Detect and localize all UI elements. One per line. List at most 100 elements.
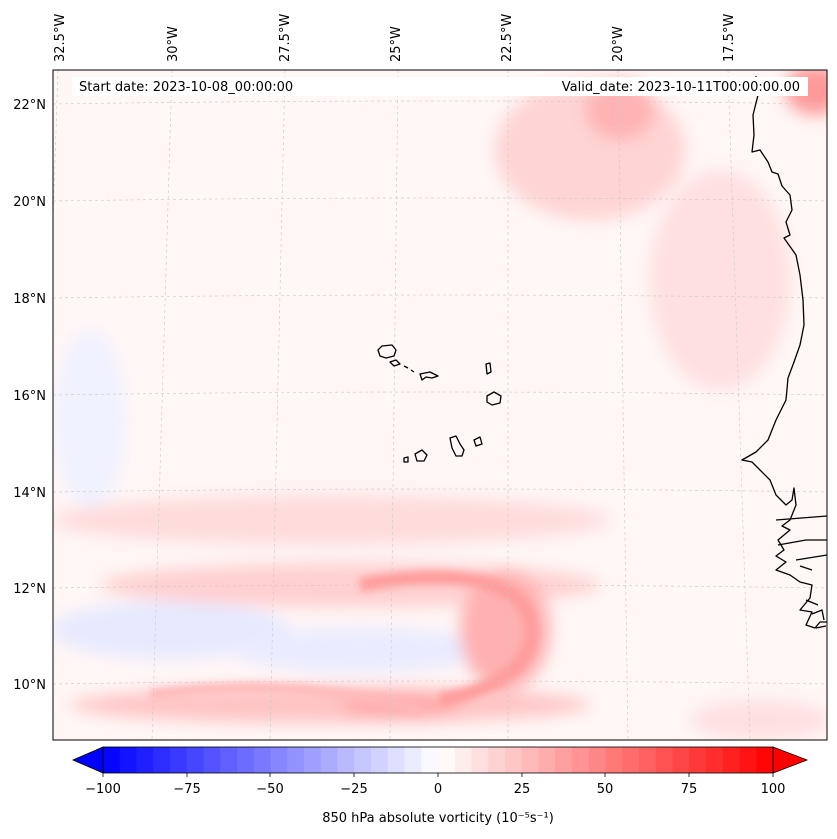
lon-label: 30°W <box>166 26 181 62</box>
island-brava <box>403 456 409 463</box>
island-sal <box>485 362 492 375</box>
west-africa-coastline <box>741 75 827 629</box>
colorbar-cell <box>672 747 690 773</box>
colorbar-cell <box>136 747 154 773</box>
lat-label: 10°N <box>13 678 46 693</box>
lon-label: 22.5°W <box>500 14 515 62</box>
positive-vorticity-hook-arc <box>358 570 539 707</box>
colorbar-cell <box>706 747 724 773</box>
island-santa-luzia <box>403 365 415 373</box>
colorbar-cell <box>186 747 205 773</box>
colorbar-cell <box>153 747 171 773</box>
colorbar-label: 850 hPa absolute vorticity (10⁻⁵s⁻¹) <box>322 811 554 826</box>
colorbar-cell <box>371 747 389 773</box>
colorbar-cell <box>237 747 255 773</box>
colorbar-extend-left <box>71 746 104 774</box>
latitude-labels: 22°N 20°N 18°N 16°N 14°N 12°N 10°N <box>13 98 46 693</box>
colorbar-cell <box>220 747 238 773</box>
colorbar-cell <box>521 747 540 773</box>
colorbar-cell <box>488 747 506 773</box>
colorbar-cell <box>320 747 339 773</box>
colorbar-cell <box>203 747 221 773</box>
colorbar-cell <box>170 747 188 773</box>
longitude-labels: 32.5°W 30°W 27.5°W 25°W 22.5°W 20°W 17.5… <box>53 14 737 62</box>
map-frame <box>52 69 828 741</box>
parallel-22n <box>53 100 827 105</box>
island-sao-vicente <box>389 359 401 367</box>
lat-label: 12°N <box>13 582 46 597</box>
colorbar-cell <box>655 747 674 773</box>
colorbar-cell <box>572 747 590 773</box>
colorbar-cell <box>119 747 138 773</box>
lat-label: 14°N <box>13 486 46 501</box>
colorbar-cells <box>103 747 774 773</box>
colorbar-tick-label: −75 <box>173 782 200 797</box>
parallel-16n <box>53 391 827 396</box>
guinea-bissau-islands <box>775 515 827 629</box>
parallel-14n <box>53 488 827 493</box>
island-santiago <box>449 435 465 457</box>
colorbar-ticks <box>102 773 774 777</box>
meridian-25w <box>389 70 399 740</box>
colorbar-cell <box>689 747 707 773</box>
colorbar-cell <box>756 747 774 773</box>
colorbar-cell <box>639 747 657 773</box>
colorbar-cell <box>270 747 288 773</box>
lon-label: 20°W <box>611 26 626 62</box>
colorbar-cell <box>605 747 623 773</box>
coastlines <box>377 75 827 629</box>
meridian-17-5w <box>727 70 751 740</box>
colorbar-tick-label: 50 <box>597 782 614 797</box>
colorbar-cell <box>354 747 372 773</box>
colorbar-cell <box>505 747 523 773</box>
colorbar-tick-label: 25 <box>514 782 531 797</box>
colorbar-cell <box>421 747 439 773</box>
island-boa-vista <box>486 391 502 406</box>
start-date-label: Start date: 2023-10-08_00:00:00 <box>79 80 293 95</box>
parallel-12n <box>53 584 827 589</box>
lat-label: 16°N <box>13 389 46 404</box>
colorbar-cell <box>404 747 422 773</box>
colorbar-cell <box>555 747 573 773</box>
colorbar-cell <box>471 747 489 773</box>
colorbar-cell <box>387 747 406 773</box>
positive-vorticity-south-arc <box>149 682 422 715</box>
valid-date-label: Valid_date: 2023-10-11T00:00:00.00 <box>562 80 800 95</box>
negative-vorticity-south-b <box>230 628 490 672</box>
colorbar-cell <box>103 747 121 773</box>
colorbar-tick-label: 100 <box>761 782 786 797</box>
parallel-18n <box>53 294 827 299</box>
colorbar-cell <box>304 747 322 773</box>
colorbar-tick-label: −25 <box>340 782 367 797</box>
meridian-20w <box>617 70 629 740</box>
colorbar-cell <box>337 747 355 773</box>
parallel-20n <box>53 197 827 202</box>
colorbar-cell <box>253 747 272 773</box>
lon-label: 25°W <box>389 26 404 62</box>
colorbar-cell <box>588 747 607 773</box>
lon-label: 32.5°W <box>53 14 68 62</box>
date-header-band <box>72 77 808 96</box>
island-santo-antao <box>377 344 397 359</box>
lat-label: 22°N <box>13 98 46 113</box>
parallel-10n <box>53 680 827 685</box>
lon-label: 17.5°W <box>722 14 737 62</box>
positive-vorticity-coastal <box>650 170 790 390</box>
colorbar-cell <box>438 747 456 773</box>
colorbar: −100 −75 −50 −25 0 25 50 75 100 850 hPa … <box>71 746 809 826</box>
colorbar-tick-label: −100 <box>85 782 121 797</box>
positive-vorticity-se <box>690 700 827 740</box>
colorbar-tick-label: 75 <box>681 782 698 797</box>
colorbar-tick-labels: −100 −75 −50 −25 0 25 50 75 100 <box>85 782 785 797</box>
island-maio <box>473 436 483 447</box>
lat-label: 18°N <box>13 292 46 307</box>
colorbar-cell <box>287 747 305 773</box>
colorbar-cell <box>454 747 473 773</box>
negative-vorticity-south-a <box>53 602 290 658</box>
map-panel <box>53 70 827 740</box>
island-sao-nicolau <box>419 371 439 381</box>
positive-vorticity-band-13n <box>53 495 610 545</box>
colorbar-cell <box>538 747 556 773</box>
colorbar-cell <box>722 747 741 773</box>
